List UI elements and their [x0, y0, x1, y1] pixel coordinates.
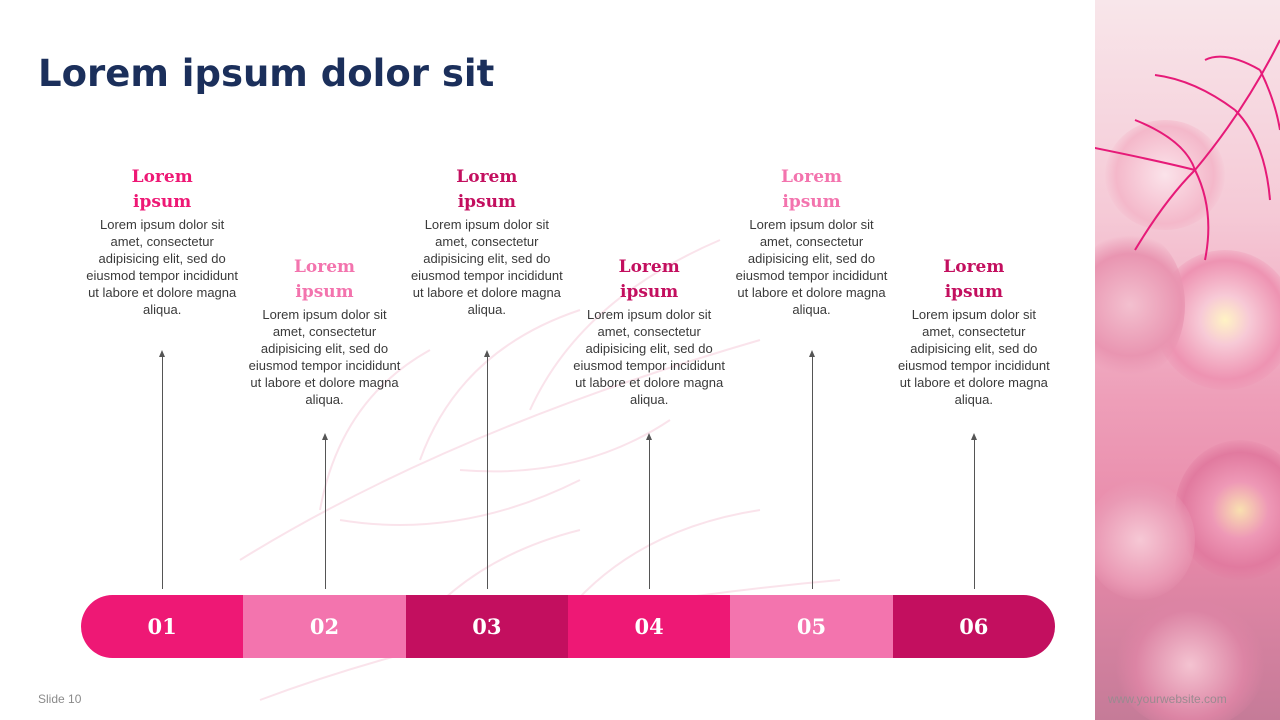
timeline-item-2: Lorem ipsum Lorem ipsum dolor sit amet, c…: [245, 255, 405, 408]
timeline-item-6: Lorem ipsum Lorem ipsum dolor sit amet, c…: [894, 255, 1054, 408]
cherry-blossom-photo: [1095, 0, 1280, 720]
timeline-connector-line: [325, 437, 326, 589]
timeline-item-heading: Lorem ipsum: [456, 167, 518, 212]
website-label: www.yourwebsite.com: [1108, 692, 1227, 706]
timeline-step-3: 03: [405, 595, 568, 658]
arrowhead-icon: [971, 433, 977, 440]
timeline-item-3: Lorem ipsum Lorem ipsum dolor sit amet, c…: [407, 165, 567, 318]
timeline-connector-line: [812, 354, 813, 589]
arrowhead-icon: [159, 350, 165, 357]
slide-title: Lorem ipsum dolor sit: [38, 52, 495, 95]
arrowhead-icon: [322, 433, 328, 440]
timeline-step-2: 02: [243, 595, 406, 658]
timeline-item-4: Lorem ipsum Lorem ipsum dolor sit amet, c…: [569, 255, 729, 408]
timeline-item-text: Lorem ipsum dolor sit amet, consectetur …: [410, 217, 563, 317]
timeline-item-1: Lorem ipsum Lorem ipsum dolor sit amet, c…: [82, 165, 242, 318]
timeline-step-6: 06: [892, 595, 1055, 658]
timeline-item-heading: Lorem ipsum: [131, 167, 193, 212]
timeline-item-5: Lorem ipsum Lorem ipsum dolor sit amet, c…: [732, 165, 892, 318]
timeline-item-text: Lorem ipsum dolor sit amet, consectetur …: [735, 217, 888, 317]
timeline-connector-line: [487, 354, 488, 589]
slide-number: Slide 10: [38, 692, 82, 706]
timeline-connector-line: [974, 437, 975, 589]
timeline-item-heading: Lorem ipsum: [618, 257, 680, 302]
timeline-item-text: Lorem ipsum dolor sit amet, consectetur …: [248, 307, 401, 407]
timeline-item-heading: Lorem ipsum: [780, 167, 843, 212]
timeline-item-heading: Lorem ipsum: [943, 257, 1005, 302]
timeline-connector-line: [649, 437, 650, 589]
timeline-bar: 01 02 03 04 05 06: [81, 595, 1055, 658]
timeline-item-text: Lorem ipsum dolor sit amet, consectetur …: [86, 217, 239, 317]
timeline-item-text: Lorem ipsum dolor sit amet, consectetur …: [573, 307, 726, 407]
timeline-step-5: 05: [730, 595, 893, 658]
timeline-step-1: 01: [81, 595, 244, 658]
leaf-branch-icon: [1095, 39, 1280, 261]
arrowhead-icon: [484, 350, 490, 357]
arrowhead-icon: [809, 350, 815, 357]
timeline-item-heading: Lorem ipsum: [293, 257, 356, 302]
arrowhead-icon: [646, 433, 652, 440]
timeline-step-4: 04: [567, 595, 731, 658]
timeline-connector-line: [162, 354, 163, 589]
timeline-item-text: Lorem ipsum dolor sit amet, consectetur …: [897, 307, 1050, 407]
